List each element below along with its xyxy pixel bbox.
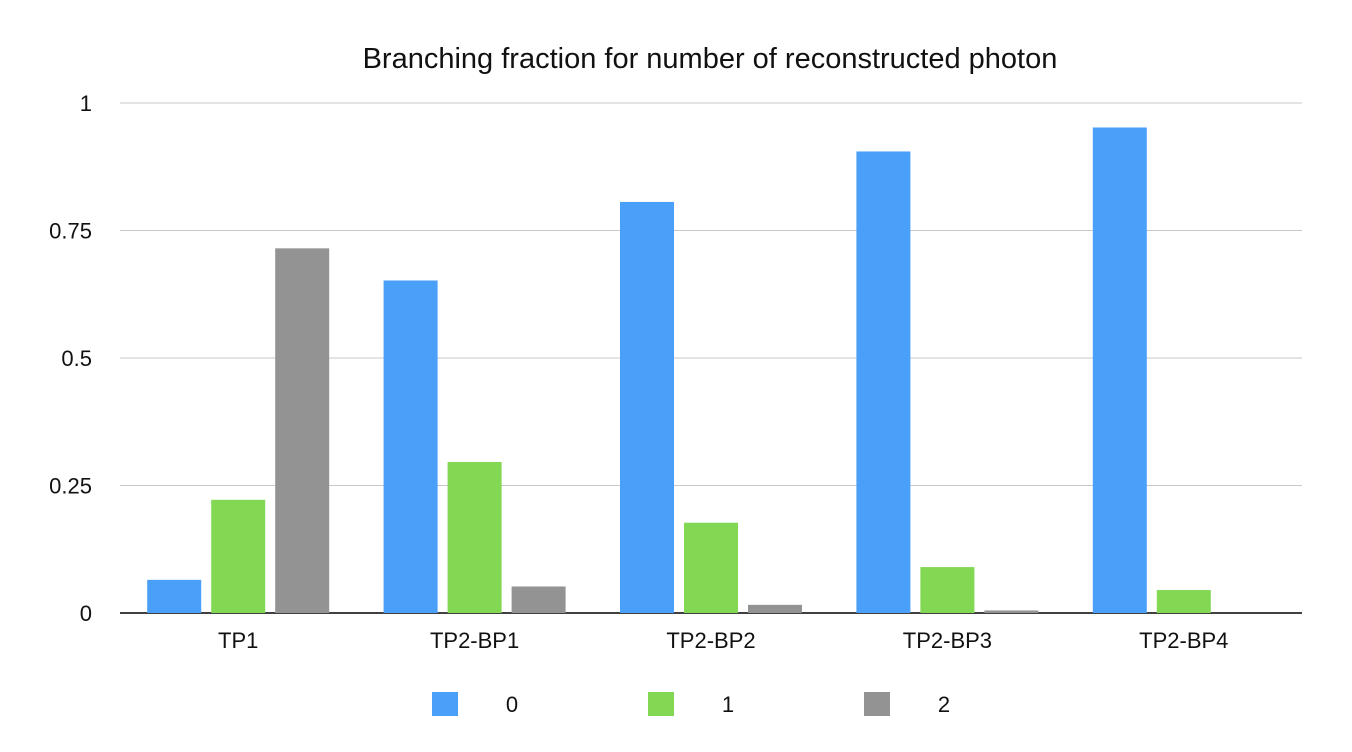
legend-swatch-2 <box>864 692 890 716</box>
x-tick-label: TP2-BP2 <box>666 628 755 653</box>
y-tick-label: 1 <box>80 91 92 116</box>
x-axis-ticks: TP1 TP2-BP1 TP2-BP2 TP2-BP3 TP2-BP4 <box>218 628 1228 653</box>
y-tick-label: 0 <box>80 601 92 626</box>
x-tick-label: TP2-BP3 <box>903 628 992 653</box>
x-tick-label: TP1 <box>218 628 258 653</box>
legend-label: 0 <box>506 692 518 717</box>
bar-TP2-BP3-series-2 <box>984 610 1039 613</box>
y-tick-label: 0.75 <box>49 219 92 244</box>
bar-TP2-BP4-series-0 <box>1092 127 1147 613</box>
legend-label: 2 <box>938 692 950 717</box>
y-tick-label: 0.5 <box>61 346 92 371</box>
bar-TP1-series-2 <box>275 248 330 613</box>
legend-label: 1 <box>722 692 734 717</box>
bars <box>147 127 1211 613</box>
bar-TP2-BP3-series-1 <box>920 567 975 613</box>
legend-swatch-1 <box>648 692 674 716</box>
bar-TP2-BP2-series-0 <box>620 201 674 613</box>
bar-TP2-BP1-series-1 <box>447 462 502 613</box>
legend: 0 1 2 <box>432 692 950 717</box>
chart-title: Branching fraction for number of reconst… <box>363 43 1058 75</box>
bar-TP2-BP3-series-0 <box>856 151 911 613</box>
y-axis-ticks: 0 0.25 0.5 0.75 1 <box>49 91 92 626</box>
x-tick-label: TP2-BP1 <box>430 628 519 653</box>
bar-TP2-BP2-series-1 <box>684 522 738 613</box>
bar-TP2-BP2-series-2 <box>748 604 802 613</box>
bar-TP2-BP4-series-1 <box>1156 590 1211 613</box>
bar-TP1-series-1 <box>211 499 266 613</box>
legend-swatch-0 <box>432 692 458 716</box>
bar-TP2-BP1-series-2 <box>511 586 566 613</box>
bar-TP2-BP1-series-0 <box>383 280 438 613</box>
x-tick-label: TP2-BP4 <box>1139 628 1228 653</box>
bar-TP1-series-0 <box>147 579 202 613</box>
y-tick-label: 0.25 <box>49 474 92 499</box>
